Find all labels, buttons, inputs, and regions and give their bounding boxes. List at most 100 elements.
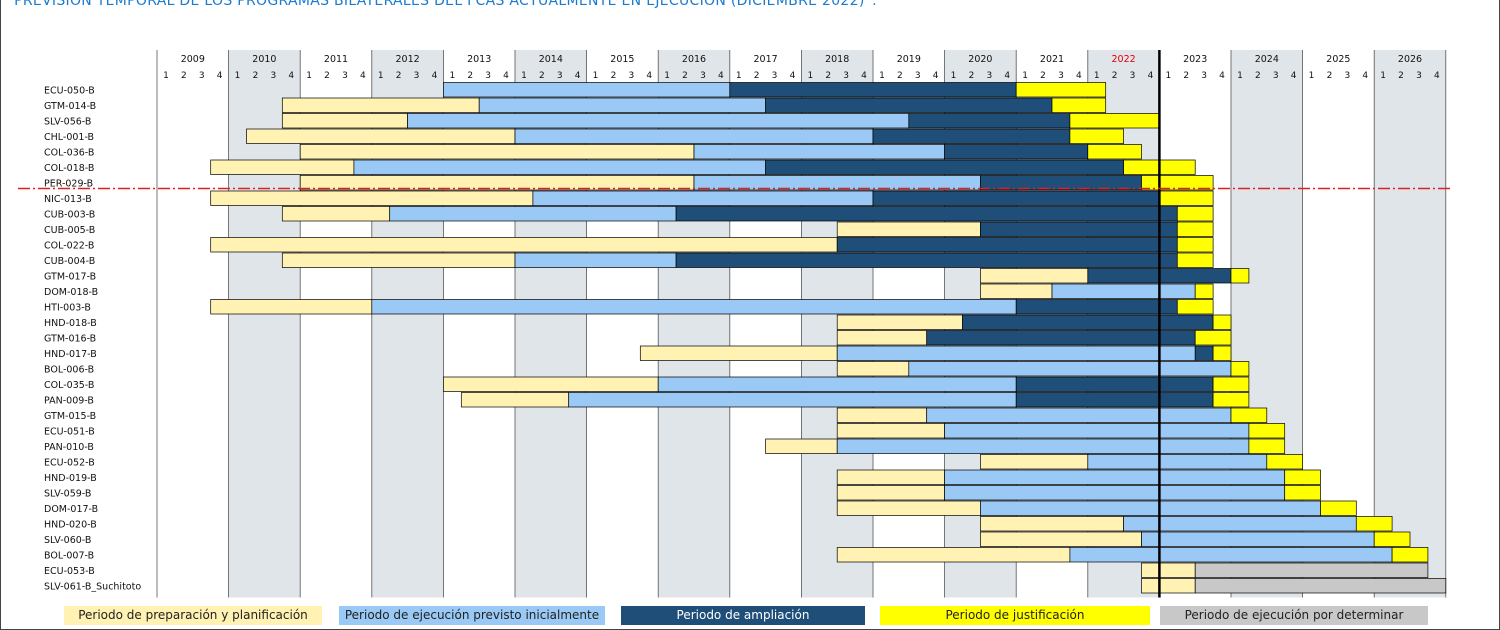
- quarter-label: 1: [593, 71, 599, 81]
- row-label: HND-017-B: [44, 349, 97, 360]
- gantt-bar-tbd: [1194, 578, 1447, 594]
- gantt-row: [281, 206, 1214, 222]
- quarter-label: 3: [772, 71, 778, 81]
- row-label: SLV-060-B: [44, 535, 91, 546]
- row-label: PAN-009-B: [44, 395, 94, 406]
- gantt-bar-initial: [693, 144, 945, 160]
- gantt-bar-prep: [1141, 562, 1196, 578]
- quarter-label: 2: [682, 71, 688, 81]
- gantt-row: [980, 516, 1393, 532]
- row-label: GTM-015-B: [44, 411, 96, 422]
- gantt-bar-initial: [407, 113, 910, 129]
- gantt-row: [836, 469, 1321, 485]
- gantt-bar-justification: [1373, 531, 1411, 547]
- year-label: 2011: [324, 54, 348, 65]
- gantt-bar-prep: [980, 268, 1089, 284]
- gantt-bar-prep: [281, 97, 480, 113]
- row-label: COL-035-B: [44, 380, 94, 391]
- year-label: 2017: [754, 54, 778, 65]
- gantt-bar-justification: [1176, 206, 1214, 222]
- gantt-row: [299, 175, 1214, 191]
- quarter-label: 2: [1183, 71, 1189, 81]
- quarter-label: 3: [342, 71, 348, 81]
- gantt-row: [210, 190, 1214, 206]
- row-label: PER-029-B: [44, 178, 93, 189]
- gantt-bar-extension: [962, 314, 1214, 330]
- gantt-bar-initial: [926, 407, 1232, 423]
- year-label: 2020: [968, 54, 992, 65]
- row-label: SLV-059-B: [44, 488, 91, 499]
- quarter-label: 4: [1291, 71, 1297, 81]
- gantt-bar-prep: [836, 407, 928, 423]
- gantt-bar-prep: [639, 345, 838, 361]
- quarter-label: 4: [646, 71, 652, 81]
- quarter-label: 4: [360, 71, 366, 81]
- gantt-bar-initial: [693, 175, 981, 191]
- quarter-label: 3: [700, 71, 706, 81]
- gantt-bar-prep: [210, 237, 838, 253]
- gantt-bar-initial: [836, 438, 1250, 454]
- row-label: HND-020-B: [44, 519, 97, 530]
- quarter-label: 2: [1040, 71, 1046, 81]
- gantt-bar-initial: [1051, 283, 1196, 299]
- row-label: BOL-007-B: [44, 550, 94, 561]
- gantt-bar-justification: [1159, 190, 1214, 206]
- quarter-label: 3: [1058, 71, 1064, 81]
- gantt-row: [281, 97, 1107, 113]
- quarter-label: 1: [1165, 71, 1171, 81]
- quarter-label: 2: [754, 71, 760, 81]
- gantt-bar-initial: [908, 361, 1232, 377]
- legend-item-extension: Periodo de ampliación: [621, 606, 865, 625]
- gantt-bar-prep: [836, 314, 963, 330]
- gantt-bar-extension: [675, 206, 1178, 222]
- row-label: ECU-053-B: [44, 566, 95, 577]
- gantt-row: [980, 268, 1250, 284]
- quarter-label: 2: [396, 71, 402, 81]
- gantt-row: [299, 144, 1142, 160]
- row-label: SLV-061-B_Suchitoto: [44, 581, 141, 592]
- quarter-label: 3: [270, 71, 276, 81]
- quarter-label: 1: [306, 71, 312, 81]
- quarter-label: 1: [1094, 71, 1100, 81]
- year-label: 2024: [1255, 54, 1279, 65]
- gantt-row: [836, 361, 1250, 377]
- quarter-label: 3: [628, 71, 634, 81]
- quarter-label: 1: [1237, 71, 1243, 81]
- row-label: ECU-052-B: [44, 457, 95, 468]
- gantt-bar-extension: [926, 330, 1196, 346]
- row-label: CUB-003-B: [44, 209, 95, 220]
- gantt-bar-initial: [389, 206, 677, 222]
- quarter-label: 1: [1380, 71, 1386, 81]
- gantt-bar-justification: [1266, 454, 1303, 470]
- quarter-label: 4: [933, 71, 939, 81]
- gantt-bar-prep: [836, 547, 1071, 563]
- chart-title: “PREVISIÓN TEMPORAL DE LOS PROGRAMAS BIL…: [7, 0, 877, 9]
- gantt-bar-prep: [210, 159, 355, 175]
- quarter-label: 4: [432, 71, 438, 81]
- gantt-row: [281, 252, 1214, 268]
- quarter-label: 1: [1309, 71, 1315, 81]
- gantt-row: [246, 128, 1124, 144]
- row-label: PAN-010-B: [44, 442, 94, 453]
- gantt-row: [836, 500, 1357, 516]
- gantt-bar-extension: [872, 128, 1071, 144]
- quarter-label: 4: [1004, 71, 1010, 81]
- row-label: HND-019-B: [44, 473, 97, 484]
- gantt-bar-justification: [1355, 516, 1393, 532]
- row-label: GTM-014-B: [44, 101, 96, 112]
- year-label: 2019: [897, 54, 921, 65]
- gantt-bar-prep: [443, 376, 659, 392]
- quarter-label: 3: [915, 71, 921, 81]
- gantt-bar-prep: [281, 113, 408, 129]
- gantt-bar-justification: [1176, 252, 1214, 268]
- quarter-label: 1: [235, 71, 241, 81]
- gantt-bar-prep: [836, 330, 928, 346]
- quarter-label: 4: [718, 71, 724, 81]
- gantt-bar-initial: [836, 345, 1196, 361]
- quarter-label: 3: [414, 71, 420, 81]
- row-label: HND-018-B: [44, 318, 97, 329]
- gantt-row: [443, 376, 1250, 392]
- gantt-bar-initial: [514, 128, 874, 144]
- quarter-label: 3: [843, 71, 849, 81]
